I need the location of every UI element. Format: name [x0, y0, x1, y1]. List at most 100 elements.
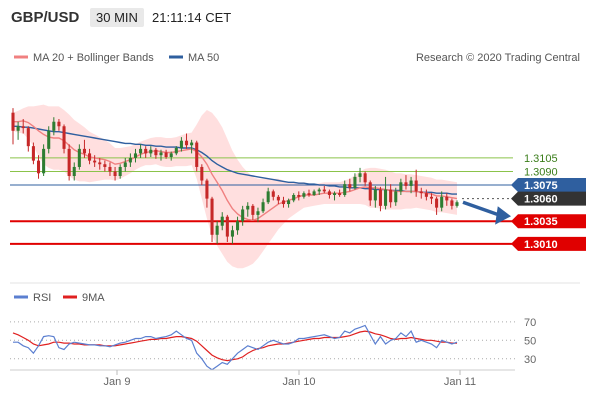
candle — [144, 146, 148, 158]
candle — [174, 146, 178, 156]
candle-body — [389, 189, 393, 203]
candle — [21, 119, 25, 134]
candle — [200, 164, 204, 186]
candle — [322, 185, 326, 194]
candle-body — [82, 148, 86, 154]
candle — [261, 198, 265, 214]
candle — [93, 155, 97, 167]
candle-body — [93, 160, 97, 163]
candle — [42, 144, 46, 176]
candle-body — [133, 153, 138, 158]
candle-body — [113, 171, 117, 176]
candle-body — [215, 225, 219, 235]
candle — [389, 184, 393, 208]
candle-body — [149, 149, 153, 154]
candle-body — [414, 180, 418, 192]
level-1-3075-label: 1.3075 — [524, 180, 558, 192]
candle — [128, 153, 132, 167]
candle-body — [128, 157, 132, 163]
candle-body — [409, 180, 413, 186]
candle — [113, 166, 117, 181]
candle-body — [98, 162, 102, 165]
rsi-panel: 70 50 30 — [10, 317, 536, 371]
currency-pair: GBP/USD — [11, 9, 80, 26]
moving-averages — [13, 120, 458, 222]
candle — [419, 187, 423, 199]
candle-body — [236, 221, 240, 231]
candle — [52, 117, 56, 136]
candle-body — [450, 200, 454, 206]
candle-body — [251, 205, 255, 215]
candle-body — [241, 209, 245, 222]
candle — [47, 126, 51, 154]
candle — [353, 173, 357, 190]
candle-body — [276, 196, 280, 201]
candle — [236, 216, 240, 235]
candle-body — [378, 189, 382, 206]
level-1-3105-label: 1.3105 — [524, 153, 558, 165]
candle-body — [455, 202, 459, 206]
level-1-3060-label: 1.3060 — [524, 194, 558, 206]
candle-body — [103, 164, 107, 167]
candle — [195, 140, 199, 172]
candle-body — [21, 126, 25, 129]
candle — [348, 178, 352, 192]
candle-body — [72, 166, 76, 176]
candle — [62, 124, 66, 154]
candle-body — [57, 121, 61, 127]
candle — [384, 176, 388, 210]
level-1-3075-tag — [511, 178, 586, 193]
level-1-3060-tag — [511, 191, 586, 206]
time-tick-label: Jan 10 — [282, 376, 315, 388]
candle — [118, 164, 122, 179]
candle-body — [261, 202, 265, 212]
candle — [404, 175, 408, 190]
candle — [445, 193, 449, 206]
candle-body — [31, 146, 35, 161]
candle — [11, 108, 15, 145]
candle — [154, 147, 158, 159]
arrow-shaft — [462, 200, 498, 216]
candle — [394, 187, 398, 206]
time-tick-label: Jan 11 — [444, 376, 476, 388]
candle-body — [399, 182, 403, 192]
candle-body — [368, 182, 372, 201]
bollinger-band-area — [13, 104, 457, 269]
candle — [230, 225, 234, 244]
candle — [220, 212, 224, 231]
candle-body — [322, 189, 326, 192]
candle — [332, 191, 337, 201]
candle — [440, 191, 444, 212]
price-levels — [10, 157, 515, 245]
candle-body — [67, 148, 71, 176]
projection-arrow — [462, 200, 512, 225]
candle — [36, 155, 41, 179]
candle-body — [246, 205, 250, 210]
candle-body — [159, 152, 163, 156]
candle-body — [419, 191, 423, 194]
candle-body — [358, 173, 362, 177]
candle — [378, 186, 382, 212]
candle — [327, 189, 331, 199]
candle-body — [435, 198, 439, 208]
candle-body — [154, 149, 158, 156]
candle — [312, 189, 316, 196]
timeframe-badge[interactable]: 30 MIN — [90, 8, 144, 27]
candle — [169, 151, 173, 161]
candle — [414, 169, 418, 197]
candle — [287, 198, 291, 208]
candle-body — [144, 148, 148, 154]
candle — [271, 189, 275, 201]
candle — [276, 194, 280, 205]
candle — [103, 160, 107, 172]
time-axis: Jan 9 Jan 10 Jan 11 — [10, 369, 515, 388]
candle-body — [47, 130, 51, 149]
candle-body — [108, 166, 112, 172]
candle-body — [210, 198, 214, 235]
candle — [108, 162, 112, 176]
candle-body — [394, 191, 398, 203]
candle — [373, 185, 377, 208]
candle — [266, 187, 270, 205]
candle-body — [174, 147, 178, 154]
candle-body — [62, 126, 66, 149]
